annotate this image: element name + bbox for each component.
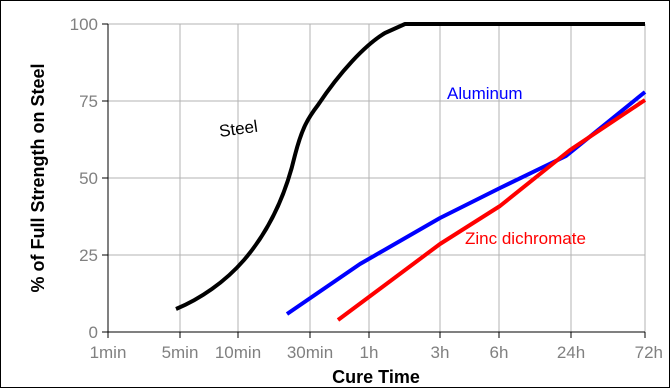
series-line-zinc-dichromate [336,98,647,322]
y-tick-label: 50 [79,169,98,188]
series [175,22,647,322]
series-line-steel [175,22,645,311]
x-tick-label: 24h [557,343,585,362]
x-axis-title: Cure Time [332,367,420,387]
x-tick-label: 5min [162,343,199,362]
x-tick-label: 3h [431,343,450,362]
y-axis-title: % of Full Strength on Steel [28,64,48,293]
x-tick-label: 10min [215,343,261,362]
x-tick-label: 1h [360,343,379,362]
y-tick-label: 0 [89,323,98,342]
x-tick-label: 30min [287,343,333,362]
y-ticks: 0 25 50 75 100 [70,15,108,342]
x-ticks: 1min 5min 10min 30min 1h 3h 6h 24h 72h [90,332,663,362]
x-tick-label: 1min [90,343,127,362]
y-tick-label: 100 [70,15,98,34]
series-label-zinc-dichromate: Zinc dichromate [465,229,586,248]
y-tick-label: 25 [79,246,98,265]
x-tick-label: 6h [490,343,509,362]
series-label-aluminum: Aluminum [447,84,523,103]
y-tick-label: 75 [79,92,98,111]
x-tick-label: 72h [635,343,663,362]
